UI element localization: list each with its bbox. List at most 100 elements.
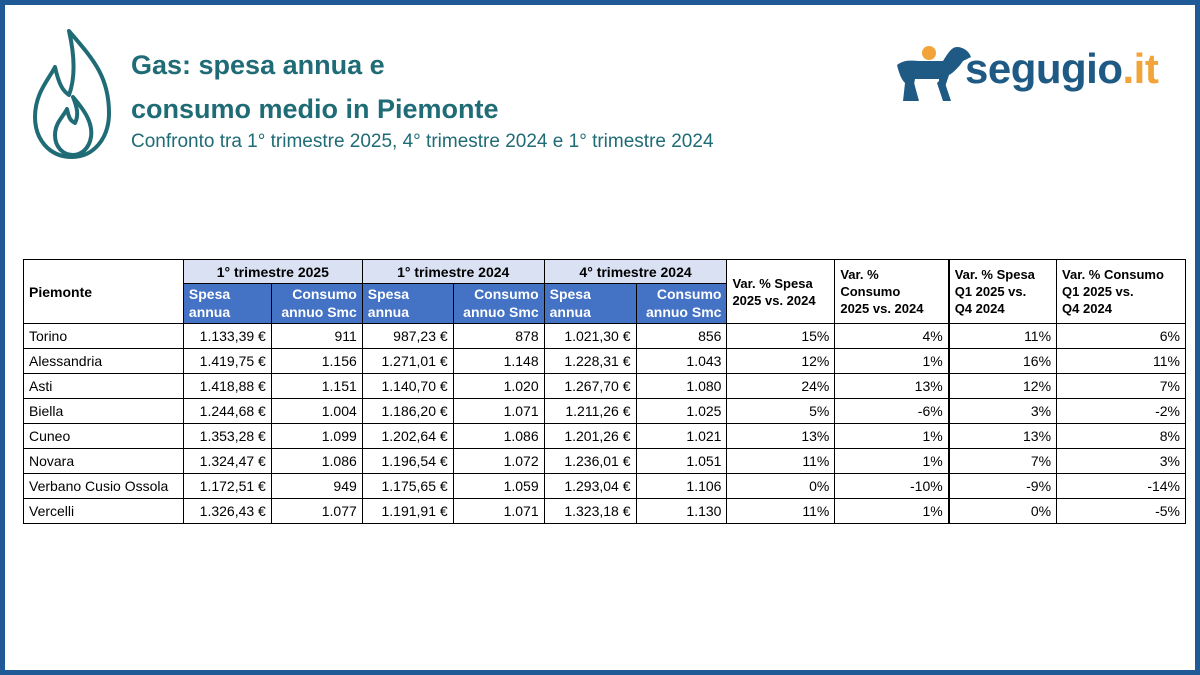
header-line: Q1 2025 vs.	[1062, 284, 1134, 299]
header-line: Q1 2025 vs.	[954, 284, 1027, 299]
header-line: Spesa	[367, 286, 410, 302]
header-line: annuo Smc	[463, 304, 539, 320]
table-cell: 11%	[726, 498, 836, 524]
table-cell: 1.326,43 €	[182, 498, 272, 524]
province-name: Alessandria	[23, 348, 184, 374]
table-body: Torino 1.133,39 €911 987,23 €878 1.021,30 €…	[23, 323, 1186, 524]
header-line: Var. %	[840, 267, 879, 282]
table-cell: 1.021,30 €	[543, 323, 637, 349]
header-line: Spesa	[188, 286, 231, 302]
consumo-header: Consumo annuo Smc	[635, 283, 728, 324]
header-line: Consumo	[656, 286, 722, 302]
table-cell: 1.324,47 €	[182, 448, 272, 474]
table-cell: -2%	[1056, 398, 1186, 424]
logo-name: segugio	[965, 45, 1123, 92]
table-cell: 1.172,51 €	[182, 473, 272, 499]
table-cell: 1.051	[635, 448, 728, 474]
province-name: Verbano Cusio Ossola	[23, 473, 184, 499]
table-cell: 5%	[726, 398, 836, 424]
region-header: Piemonte	[23, 259, 184, 324]
table-cell: 1.099	[270, 423, 363, 449]
title-line-1: Gas: spesa annua e	[131, 50, 385, 80]
table-cell: 6%	[1056, 323, 1186, 349]
header-line: annuo Smc	[281, 304, 357, 320]
group-header-q1-2024: 1° trimestre 2024	[361, 259, 545, 284]
page-subtitle: Confronto tra 1° trimestre 2025, 4° trim…	[131, 131, 714, 152]
table-cell: 1.106	[635, 473, 728, 499]
table-cell: 4%	[834, 323, 950, 349]
table-header-row-2: Spesa annua Consumo annuo Smc Spesa annua C…	[24, 283, 1186, 324]
logo-tld: .it	[1122, 45, 1159, 92]
table-row: Alessandria 1.419,75 €1.156 1.271,01 €1.14…	[23, 348, 1186, 374]
header-line: annuo Smc	[645, 304, 722, 320]
table-cell: 1.072	[452, 448, 545, 474]
table-cell: 1.020	[452, 373, 545, 399]
header-line: Q4 2024	[1062, 301, 1112, 316]
table-cell: 11%	[947, 323, 1058, 349]
table-cell: 1.191,91 €	[361, 498, 454, 524]
var-consumo-qoq-header: Var. % Consumo Q1 2025 vs. Q4 2024	[1056, 259, 1186, 324]
table-row: Novara 1.324,47 €1.086 1.196,54 €1.072 1.23…	[23, 448, 1186, 474]
table-cell: 1.267,70 €	[543, 373, 637, 399]
table-cell: 16%	[947, 348, 1058, 374]
table-cell: 7%	[947, 448, 1058, 474]
header-line: Consumo	[292, 286, 357, 302]
table-cell: 13%	[947, 423, 1058, 449]
table-cell: 1.021	[635, 423, 728, 449]
table-cell: 1%	[834, 498, 950, 524]
table-cell: 1.156	[270, 348, 363, 374]
var-consumo-yoy-header: Var. % Consumo 2025 vs. 2024	[834, 259, 950, 324]
table-cell: 1%	[834, 448, 950, 474]
table-cell: 1.080	[635, 373, 728, 399]
table-row: Biella 1.244,68 €1.004 1.186,20 €1.071 1.21…	[23, 398, 1186, 424]
segugio-logo	[897, 46, 971, 101]
table-row: Torino 1.133,39 €911 987,23 €878 1.021,30 €…	[23, 323, 1186, 349]
table-cell: 1.086	[270, 448, 363, 474]
table-cell: 1%	[834, 423, 950, 449]
dog-icon	[897, 46, 971, 101]
header-line: annua	[367, 304, 410, 320]
province-name: Cuneo	[23, 423, 184, 449]
table-cell: 1.133,39 €	[182, 323, 272, 349]
table-cell: -14%	[1056, 473, 1186, 499]
table-cell: 1.071	[452, 498, 545, 524]
table-cell: 1.293,04 €	[543, 473, 637, 499]
header-line: Var. % Spesa	[732, 275, 813, 291]
table-row: Vercelli 1.326,43 €1.077 1.191,91 €1.071 1.…	[23, 498, 1186, 524]
table-cell: 949	[270, 473, 363, 499]
header-line: Var. % Spesa	[954, 267, 1035, 282]
spesa-header: Spesa annua	[182, 283, 272, 324]
table-cell: 1.228,31 €	[543, 348, 637, 374]
table-cell: 1.130	[635, 498, 728, 524]
table-row: Verbano Cusio Ossola 1.172,51 €949 1.175,6…	[23, 473, 1186, 499]
table-header-row-1: Piemonte 1° trimestre 2025 1° trimestre …	[23, 259, 1186, 324]
table-cell: 1.059	[452, 473, 545, 499]
group-header-q4-2024: 4° trimestre 2024	[543, 259, 728, 284]
table-cell: 1.353,28 €	[182, 423, 272, 449]
table-cell: 1.271,01 €	[361, 348, 454, 374]
logo-text: segugio.it	[965, 45, 1159, 93]
header-line: annua	[549, 304, 591, 320]
header-line: 2025 vs. 2024	[732, 292, 816, 308]
table-cell: 987,23 €	[361, 323, 454, 349]
table-cell: 1.196,54 €	[361, 448, 454, 474]
table-cell: 12%	[726, 348, 836, 374]
province-name: Torino	[23, 323, 184, 349]
table-cell: 3%	[947, 398, 1058, 424]
table-cell: -6%	[834, 398, 950, 424]
table-cell: 13%	[726, 423, 836, 449]
table-cell: 1.186,20 €	[361, 398, 454, 424]
table-row: Cuneo 1.353,28 €1.099 1.202,64 €1.086 1.201…	[23, 423, 1186, 449]
table-cell: 1.151	[270, 373, 363, 399]
consumo-header: Consumo annuo Smc	[270, 283, 363, 324]
header-line: annua	[188, 304, 231, 320]
table-cell: 12%	[947, 373, 1058, 399]
table-cell: 1.140,70 €	[361, 373, 454, 399]
table-cell: 1.211,26 €	[543, 398, 637, 424]
province-name: Asti	[23, 373, 184, 399]
table-cell: -5%	[1056, 498, 1186, 524]
var-spesa-yoy-header: Var. % Spesa 2025 vs. 2024	[726, 259, 836, 324]
spesa-header: Spesa annua	[361, 283, 454, 324]
table-cell: 3%	[1056, 448, 1186, 474]
